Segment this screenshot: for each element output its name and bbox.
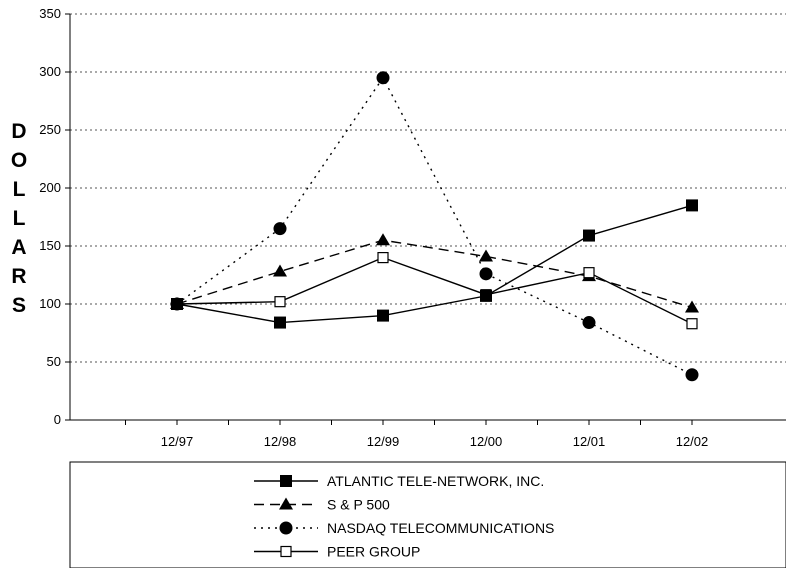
y-tick-label: 350 — [39, 6, 61, 21]
x-tick-labels: 12/97 12/98 12/99 12/00 12/01 12/02 — [125, 420, 709, 449]
data-point — [685, 300, 699, 313]
series-line — [176, 76, 693, 376]
series-line — [176, 204, 693, 324]
data-point — [480, 289, 492, 302]
y-tick-label: 100 — [39, 296, 61, 311]
legend-box — [69, 461, 786, 568]
legend-label: S & P 500 — [327, 497, 390, 513]
x-tick-label: 12/01 — [573, 434, 606, 449]
y-axis-label-letter: R — [11, 265, 26, 288]
x-tick-label: 12/97 — [161, 434, 194, 449]
legend-entry: NASDAQ TELECOMMUNICATIONS — [254, 520, 554, 536]
y-axis-label-letter: O — [11, 149, 27, 172]
y-axis-label-letter: D — [11, 120, 26, 143]
data-point — [686, 318, 698, 330]
gridlines — [70, 13, 786, 363]
y-tick-label: 300 — [39, 64, 61, 79]
legend: ATLANTIC TELE-NETWORK, INC. S & P 500 NASD… — [69, 461, 786, 568]
legend-entry: S & P 500 — [254, 497, 390, 513]
legend-label: NASDAQ TELECOMMUNICATIONS — [327, 520, 554, 536]
data-point — [273, 222, 287, 236]
y-tick-label: 150 — [39, 238, 61, 253]
series-line — [176, 239, 693, 309]
legend-label: ATLANTIC TELE-NETWORK, INC. — [327, 473, 544, 489]
y-axis-label-letter: A — [11, 236, 26, 259]
data-point — [376, 233, 390, 246]
data-point — [377, 252, 389, 264]
data-point — [479, 249, 493, 262]
y-tick-label: 50 — [47, 354, 61, 369]
legend-marker — [280, 475, 292, 487]
y-axis-label-letter: S — [12, 294, 26, 317]
y-tick-label: 250 — [39, 122, 61, 137]
y-tick-label: 200 — [39, 180, 61, 195]
data-point — [583, 267, 595, 279]
x-tick-label: 12/98 — [264, 434, 297, 449]
data-point — [273, 264, 287, 277]
legend-marker — [279, 521, 293, 535]
data-point — [479, 267, 493, 281]
data-point — [171, 298, 183, 310]
data-point — [274, 296, 286, 308]
y-tick-label: 0 — [54, 412, 61, 427]
legend-marker — [279, 497, 293, 510]
legend-marker — [280, 545, 292, 558]
legend-entry: ATLANTIC TELE-NETWORK, INC. — [254, 473, 544, 489]
axes — [69, 14, 786, 421]
x-tick-label: 12/02 — [676, 434, 709, 449]
y-axis-label-letter: L — [13, 178, 26, 201]
series-line — [176, 256, 693, 325]
series-1 — [170, 233, 699, 313]
data-point — [377, 309, 389, 322]
legend-entry: PEER GROUP — [254, 544, 420, 560]
x-tick-label: 12/00 — [470, 434, 503, 449]
data-point — [376, 71, 390, 85]
data-point — [686, 199, 698, 212]
y-axis-label-letter: L — [13, 207, 26, 230]
series-0 — [171, 199, 698, 329]
y-tick-labels: 0 50 100 150 200 250 300 350 — [39, 6, 70, 427]
data-point — [685, 368, 699, 382]
x-tick-label: 12/99 — [367, 434, 400, 449]
legend-label: PEER GROUP — [327, 544, 420, 560]
series-lines — [170, 71, 699, 382]
data-point — [582, 316, 596, 330]
data-point — [583, 229, 595, 242]
data-point — [274, 316, 286, 329]
